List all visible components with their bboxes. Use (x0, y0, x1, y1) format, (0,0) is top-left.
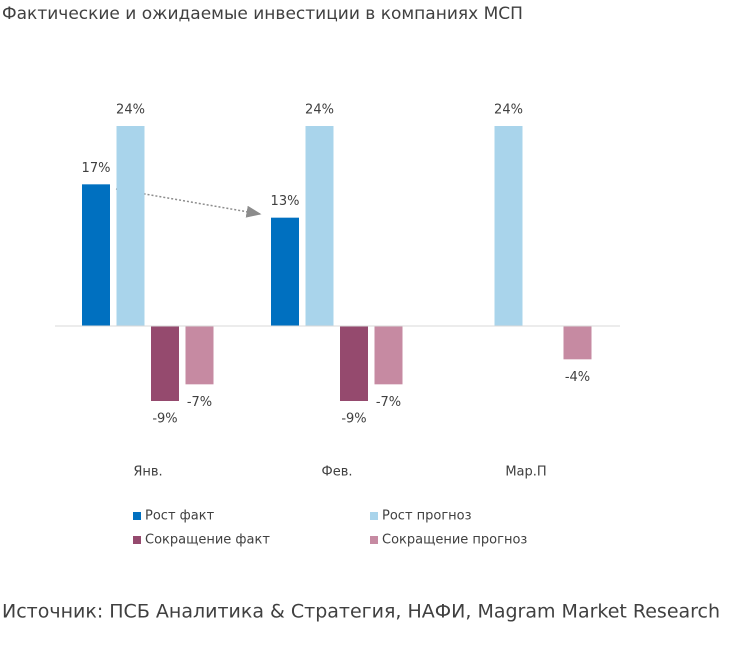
x-tick-label: Янв. (133, 465, 162, 480)
legend-label: Рост прогноз (382, 509, 472, 524)
legend-label: Сокращение факт (145, 533, 270, 548)
bar (271, 217, 299, 326)
bar (185, 326, 214, 385)
value-label: 13% (271, 194, 300, 209)
value-label: -9% (152, 412, 177, 427)
bar (563, 326, 592, 360)
legend-marker (370, 536, 378, 544)
legend-marker (133, 512, 141, 520)
value-label: -4% (565, 370, 590, 385)
legend-marker (133, 536, 141, 544)
source: Источник: ПСБ Аналитика & Стратегия, НАФ… (2, 601, 720, 623)
value-label: 24% (305, 103, 334, 118)
value-label: -7% (376, 395, 401, 410)
bar (305, 126, 334, 326)
chart-title: Фактические и ожидаемые инвестиции в ком… (2, 4, 523, 24)
bar (340, 326, 368, 401)
value-label: 24% (116, 103, 145, 118)
value-label: -7% (187, 395, 212, 410)
bar (494, 126, 523, 326)
legend-marker (370, 512, 378, 520)
bar (151, 326, 179, 401)
value-label: 17% (82, 161, 111, 176)
bar (116, 126, 145, 326)
bar (374, 326, 403, 385)
legend-label: Сокращение прогноз (382, 533, 527, 548)
bar (82, 184, 110, 326)
legend-label: Рост факт (145, 509, 215, 524)
value-label: -9% (341, 412, 366, 427)
value-label: 24% (494, 103, 523, 118)
x-tick-label: Фев. (322, 465, 353, 480)
x-tick-label: Мар.П (505, 465, 546, 480)
